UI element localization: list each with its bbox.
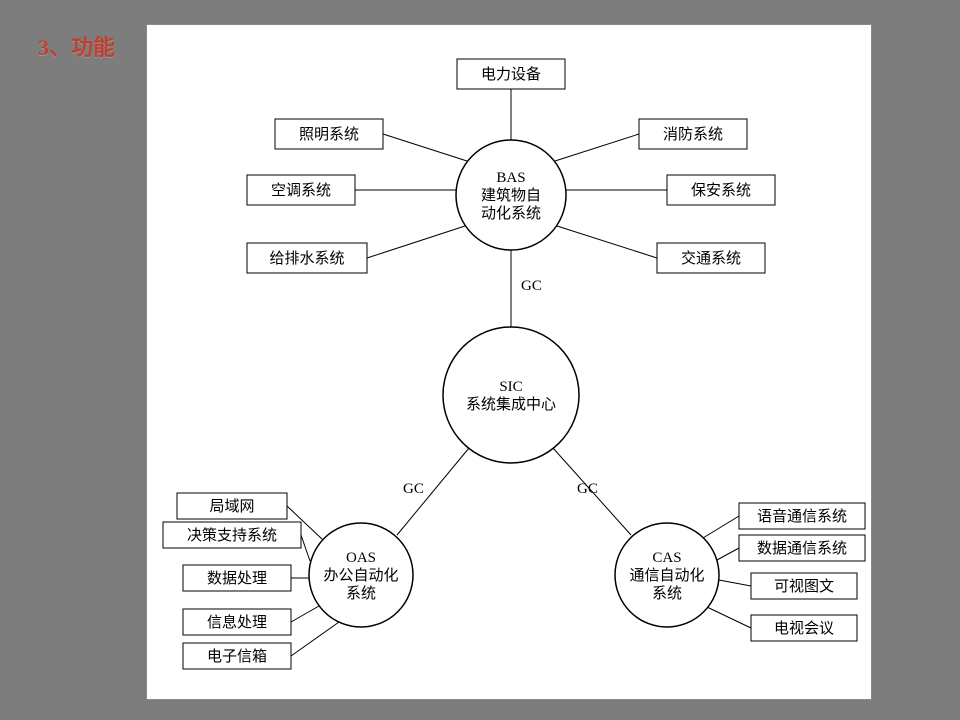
box-label-o1: 局域网 [209,498,254,515]
box-label-b7: 交通系统 [681,249,741,267]
edge-label-gc: GC [521,278,542,294]
box-label-b3: 空调系统 [271,182,331,199]
edge [291,606,319,622]
box-label-b2: 照明系统 [299,126,359,143]
box-label-o5: 电子信箱 [207,648,267,665]
edge-label-gc: GC [403,481,424,497]
node-label-sic-1: 系统集成中心 [466,396,556,413]
section-title: 3、功能 [38,30,115,62]
diagram-paper: GC GC GC 电力设备照明系统空调系统给排水系统 消防系统保安系统交通系统局域网决策… [146,24,872,700]
node-sic [443,327,579,463]
box-label-c4: 电视会议 [774,620,834,637]
edge [367,226,465,258]
box-label-o4: 信息处理 [207,614,267,631]
node-label-cas-1: 通信自动化 [629,567,704,584]
box-label-c1: 语音通信系统 [757,508,847,525]
edge [383,134,467,161]
edge [291,622,339,656]
section-title-text: 3、功能 [38,35,115,60]
edge [555,134,639,161]
node-label-bas-1: 建筑物自 [481,187,541,204]
edge [557,226,657,258]
edge [301,535,310,561]
node-label-bas-2: 动化系统 [481,205,541,222]
node-label-cas-2: 系统 [652,585,682,602]
node-label-oas-2: 系统 [346,585,376,602]
box-label-o3: 数据处理 [207,570,267,587]
box-label-b1: 电力设备 [481,66,541,83]
node-label-cas-0: CAS [652,550,681,566]
box-label-o2: 决策支持系统 [187,527,277,544]
box-label-c2: 数据通信系统 [757,540,847,557]
diagram-svg: GC GC GC 电力设备照明系统空调系统给排水系统 消防系统保安系统交通系统局域网决策… [147,25,873,701]
node-label-bas-0: BAS [496,170,525,186]
edge [707,607,751,628]
box-label-c3: 可视图文 [774,578,834,595]
node-label-sic-0: SIC [499,379,522,395]
node-label-oas-0: OAS [346,550,376,566]
edge [703,516,739,538]
edge-label-gc: GC [577,481,598,497]
box-label-b5: 消防系统 [663,126,723,143]
node-label-oas-1: 办公自动化 [323,567,398,584]
edge [719,580,751,586]
edge [717,548,739,560]
box-label-b6: 保安系统 [691,182,751,199]
box-label-b4: 给排水系统 [269,250,344,267]
